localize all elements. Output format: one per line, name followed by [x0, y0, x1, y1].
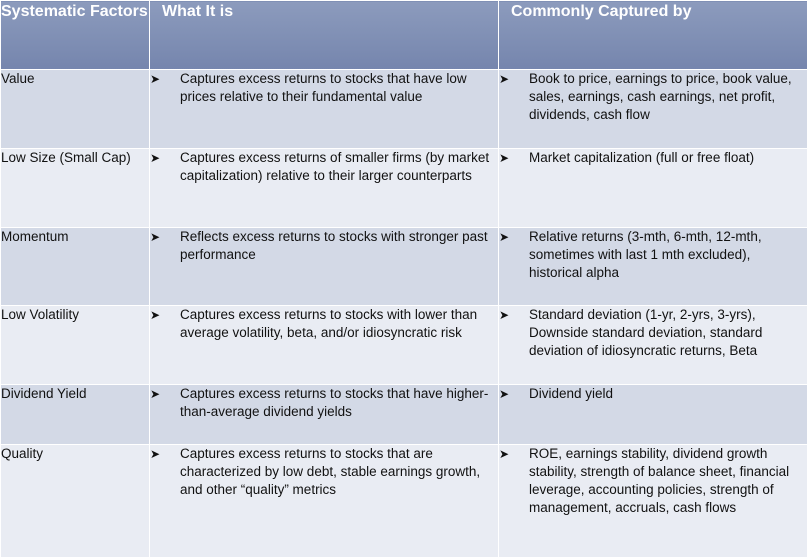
description-text: Captures excess returns to stocks that h…: [180, 70, 498, 106]
description-text: Captures excess returns to stocks with l…: [180, 306, 498, 342]
factor-description: ➤Reflects excess returns to stocks with …: [150, 228, 499, 306]
factor-description: ➤Captures excess returns to stocks that …: [150, 70, 499, 149]
factor-captured-by: ➤Book to price, earnings to price, book …: [499, 70, 807, 149]
factor-name: Quality: [1, 445, 150, 558]
factor-name: Low Volatility: [1, 306, 150, 385]
captured-text: Book to price, earnings to price, book v…: [529, 70, 807, 124]
table-row: Quality ➤Captures excess returns to stoc…: [1, 445, 807, 558]
factor-name: Dividend Yield: [1, 385, 150, 445]
factor-description: ➤Captures excess returns of smaller firm…: [150, 149, 499, 228]
factor-captured-by: ➤Market capitalization (full or free flo…: [499, 149, 807, 228]
factor-name: Value: [1, 70, 150, 149]
factor-description: ➤Captures excess returns to stocks with …: [150, 306, 499, 385]
captured-text: Standard deviation (1-yr, 2-yrs, 3-yrs),…: [529, 306, 807, 360]
header-row: Systematic Factors What It is Commonly C…: [1, 1, 807, 70]
bullet-arrow-icon: ➤: [499, 70, 529, 124]
factor-description: ➤Captures excess returns to stocks that …: [150, 385, 499, 445]
bullet-arrow-icon: ➤: [499, 149, 529, 167]
factor-captured-by: ➤Relative returns (3-mth, 6-mth, 12-mth,…: [499, 228, 807, 306]
factor-name: Low Size (Small Cap): [1, 149, 150, 228]
bullet-arrow-icon: ➤: [150, 385, 180, 421]
description-text: Captures excess returns of smaller firms…: [180, 149, 498, 185]
bullet-arrow-icon: ➤: [499, 306, 529, 360]
description-text: Captures excess returns to stocks that h…: [180, 385, 498, 421]
captured-text: Relative returns (3-mth, 6-mth, 12-mth, …: [529, 228, 807, 282]
bullet-arrow-icon: ➤: [150, 228, 180, 264]
bullet-arrow-icon: ➤: [150, 70, 180, 106]
bullet-arrow-icon: ➤: [150, 306, 180, 342]
bullet-arrow-icon: ➤: [150, 445, 180, 499]
header-what-it-is: What It is: [150, 1, 499, 70]
description-text: Reflects excess returns to stocks with s…: [180, 228, 498, 264]
header-commonly-captured-by: Commonly Captured by: [499, 1, 807, 70]
description-text: Captures excess returns to stocks that a…: [180, 445, 498, 499]
captured-text: Market capitalization (full or free floa…: [529, 149, 807, 167]
factor-name: Momentum: [1, 228, 150, 306]
captured-text: Dividend yield: [529, 385, 807, 403]
bullet-arrow-icon: ➤: [499, 445, 529, 517]
bullet-arrow-icon: ➤: [499, 228, 529, 282]
table-row: Dividend Yield ➤Captures excess returns …: [1, 385, 807, 445]
factor-captured-by: ➤Dividend yield: [499, 385, 807, 445]
table-row: Low Volatility ➤Captures excess returns …: [1, 306, 807, 385]
bullet-arrow-icon: ➤: [499, 385, 529, 403]
factor-description: ➤Captures excess returns to stocks that …: [150, 445, 499, 558]
captured-text: ROE, earnings stability, dividend growth…: [529, 445, 807, 517]
table-row: Value ➤Captures excess returns to stocks…: [1, 70, 807, 149]
header-systematic-factors: Systematic Factors: [1, 1, 150, 70]
factor-captured-by: ➤ROE, earnings stability, dividend growt…: [499, 445, 807, 558]
factor-captured-by: ➤Standard deviation (1-yr, 2-yrs, 3-yrs)…: [499, 306, 807, 385]
bullet-arrow-icon: ➤: [150, 149, 180, 185]
table-row: Low Size (Small Cap) ➤Captures excess re…: [1, 149, 807, 228]
table-row: Momentum ➤Reflects excess returns to sto…: [1, 228, 807, 306]
